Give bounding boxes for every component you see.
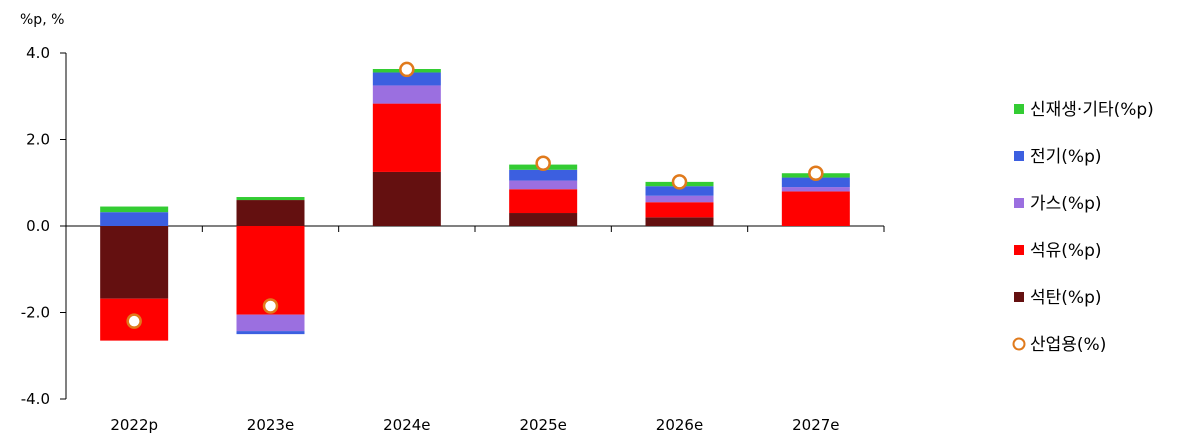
y-tick-label: 2.0 xyxy=(26,131,50,149)
legend-label: 석유(%p) xyxy=(1030,241,1102,261)
bar-segment xyxy=(372,85,441,104)
legend-swatch xyxy=(1014,104,1024,114)
industry-marker xyxy=(126,313,142,329)
y-tick-label: 0.0 xyxy=(26,217,50,235)
industry-marker xyxy=(535,155,551,172)
legend-swatch xyxy=(1014,151,1024,161)
bar-segment xyxy=(236,200,305,226)
bar-segment xyxy=(645,202,714,218)
x-tick-label: 2023e xyxy=(247,416,294,434)
legend-item: 신재생·기타(%p) xyxy=(1014,100,1154,120)
legend-item: 산업용(%) xyxy=(1012,335,1106,355)
bar-segment xyxy=(645,195,714,203)
legend-swatch xyxy=(1014,245,1024,255)
bar-segment xyxy=(781,187,850,192)
bar-segment xyxy=(236,314,305,332)
unit-label: %p, % xyxy=(20,12,64,28)
bar-segment xyxy=(372,103,441,172)
y-tick-label: 4.0 xyxy=(26,44,50,62)
legend-label: 가스(%p) xyxy=(1030,194,1102,214)
industry-marker xyxy=(671,174,688,190)
x-tick-label: 2027e xyxy=(792,416,839,434)
x-tick-label: 2022p xyxy=(110,416,158,434)
legend-item: 가스(%p) xyxy=(1014,194,1102,214)
legend-label: 석탄(%p) xyxy=(1030,288,1102,308)
industry-marker xyxy=(399,61,415,78)
x-tick-label: 2026e xyxy=(656,416,703,434)
markers xyxy=(126,61,824,329)
bar-segment xyxy=(236,331,305,335)
bar-segment xyxy=(372,171,441,226)
bar-segment xyxy=(645,217,714,226)
bar-segment xyxy=(509,189,578,214)
legend-label: 신재생·기타(%p) xyxy=(1030,100,1154,120)
bar-segment xyxy=(781,177,850,188)
axes: 4.0 2.0 0.0 -2.0 -4.0 2022p 2023e 2024e 2025e 202… xyxy=(21,44,885,434)
bar-segment xyxy=(781,191,850,226)
bar-segment xyxy=(509,169,578,181)
bar-segment xyxy=(645,186,714,196)
x-tick-label: 2025e xyxy=(519,416,566,434)
legend-item: 석탄(%p) xyxy=(1014,288,1102,308)
legend-swatch xyxy=(1014,292,1024,302)
bar-segment xyxy=(236,197,305,201)
x-tick-label: 2024e xyxy=(383,416,430,434)
bar-segment xyxy=(509,213,578,226)
legend-item: 전기(%p) xyxy=(1014,147,1102,167)
legend-label: 산업용(%) xyxy=(1030,335,1106,355)
legend-swatch xyxy=(1014,198,1024,208)
bars xyxy=(100,69,850,341)
bar-segment xyxy=(100,212,169,226)
industry-marker xyxy=(262,298,279,314)
legend-item: 석유(%p) xyxy=(1014,241,1102,261)
bar-segment xyxy=(100,226,169,299)
legend: 신재생·기타(%p) 전기(%p) 가스(%p) 석유(%p) 석탄(%p) 산업용(%) xyxy=(1012,100,1154,355)
bar-segment xyxy=(100,206,169,213)
bar-segment xyxy=(372,72,441,86)
legend-marker xyxy=(1012,337,1026,351)
y-tick-label: -4.0 xyxy=(21,390,50,408)
industry-marker xyxy=(808,165,824,181)
legend-label: 전기(%p) xyxy=(1030,147,1102,167)
y-tick-label: -2.0 xyxy=(21,304,50,322)
bar-segment xyxy=(509,180,578,190)
